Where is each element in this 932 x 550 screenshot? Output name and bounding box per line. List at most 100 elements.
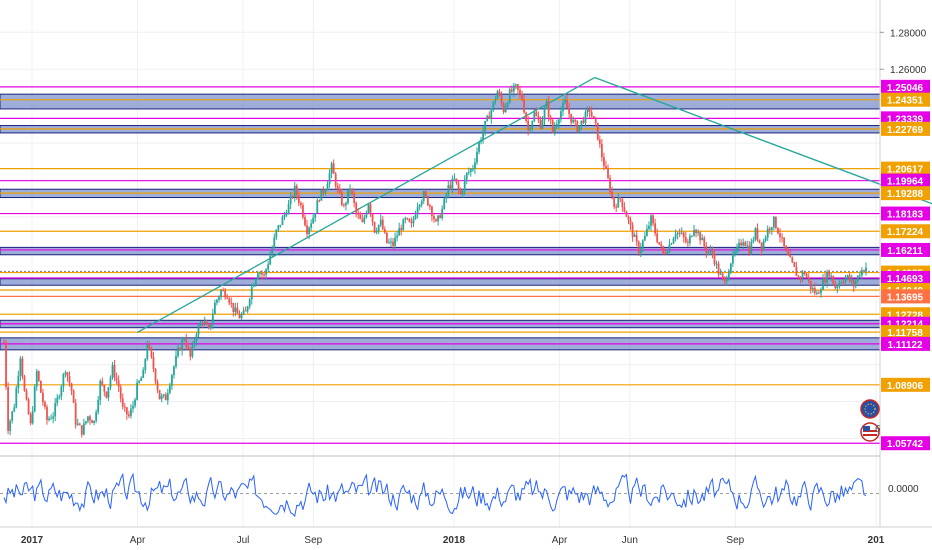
candle-body — [250, 286, 253, 300]
candle-body — [144, 359, 147, 371]
horizontal-levels — [0, 86, 880, 444]
level-label: 1.19288 — [887, 189, 924, 200]
candle-body — [500, 95, 503, 104]
candle-body — [93, 420, 95, 424]
candle-body — [707, 251, 710, 253]
candle-body — [400, 228, 403, 231]
candle-body — [801, 272, 804, 278]
candle-body — [510, 89, 513, 92]
flag-eu-icon[interactable] — [860, 399, 880, 419]
candle-body — [154, 368, 157, 382]
candle-body — [850, 280, 853, 282]
time-axis-label: 2018 — [443, 535, 466, 546]
candle-body — [277, 225, 280, 230]
candle-body — [127, 414, 130, 416]
time-axis[interactable]: 2017 Apr Jul Sep 2018 Apr Jun Sep 201 — [21, 535, 885, 546]
candle-body — [803, 272, 806, 274]
price-axis[interactable]: 1.28000 1.26000 — [880, 28, 927, 76]
candle-body — [355, 202, 358, 213]
candle-body — [308, 227, 310, 234]
candle-body — [207, 324, 210, 329]
candle-body — [156, 381, 159, 391]
candle-body — [422, 191, 425, 202]
candle-body — [476, 151, 478, 163]
candle-body — [488, 115, 491, 119]
candle-body — [672, 238, 675, 244]
candle-body — [725, 280, 728, 282]
candle-body — [58, 396, 61, 398]
candle-body — [715, 263, 718, 265]
candle-body — [656, 233, 659, 243]
candle-body — [383, 229, 386, 233]
candle-body — [537, 116, 540, 120]
candle-body — [293, 185, 296, 198]
candle-body — [547, 101, 550, 117]
candle-body — [48, 418, 50, 421]
candle-body — [424, 191, 427, 197]
candle-body — [304, 217, 306, 226]
level-label-box — [881, 173, 930, 188]
candle-body — [160, 395, 163, 400]
candle-body — [428, 205, 431, 207]
candle-body — [478, 142, 480, 152]
time-axis-label: Sep — [726, 535, 744, 546]
level-label-box — [881, 79, 930, 94]
candle-body — [181, 339, 184, 351]
candle-body — [578, 125, 581, 132]
candle-body — [775, 216, 777, 229]
candle-body — [316, 200, 319, 214]
candle-body — [222, 290, 224, 292]
flag-us-icon[interactable] — [860, 422, 880, 442]
candle-body — [377, 224, 380, 231]
candle-body — [3, 342, 5, 344]
candle-body — [523, 100, 525, 113]
candle-body — [213, 302, 216, 315]
candle-body — [390, 241, 392, 243]
level-label: 1.22769 — [887, 125, 924, 136]
candle-body — [185, 338, 188, 347]
candle-body — [844, 278, 847, 283]
candle-body — [418, 205, 421, 208]
candle-body — [619, 197, 622, 199]
level-label: 1.20617 — [887, 165, 924, 176]
candle-body — [220, 290, 222, 297]
candle-body — [72, 390, 75, 403]
candle-body — [490, 110, 493, 119]
candle-body — [404, 218, 407, 220]
candle-body — [668, 244, 671, 252]
candle-body — [527, 120, 530, 131]
candles — [3, 82, 867, 438]
time-axis-label: Jul — [237, 535, 250, 546]
candle-body — [858, 275, 861, 277]
candle-body — [750, 241, 753, 255]
level-label: 1.25046 — [887, 83, 924, 94]
candle-body — [654, 223, 657, 234]
candle-body — [623, 207, 626, 212]
candle-body — [203, 321, 206, 324]
candle-body — [193, 341, 196, 345]
candle-body — [660, 244, 663, 247]
alerts-count-badge[interactable]: 6 — [875, 424, 881, 435]
level-label: 1.13695 — [887, 292, 924, 303]
candle-body — [811, 287, 814, 290]
candle-body — [115, 377, 118, 381]
candle-body — [865, 267, 867, 272]
candle-body — [351, 188, 353, 194]
candle-body — [312, 217, 315, 224]
candle-body — [746, 245, 749, 247]
level-label-box — [881, 206, 930, 221]
candle-body — [809, 280, 812, 290]
candle-body — [136, 382, 138, 400]
oscillator-zero-label: 0.0000 — [888, 484, 919, 495]
candle-body — [584, 112, 587, 123]
candle-body — [813, 287, 816, 294]
candle-body — [607, 168, 609, 178]
candle-body — [179, 347, 181, 351]
candle-body — [238, 313, 241, 319]
candle-body — [772, 216, 775, 228]
candle-body — [183, 338, 186, 340]
candle-body — [658, 242, 661, 245]
candle-body — [820, 289, 822, 294]
